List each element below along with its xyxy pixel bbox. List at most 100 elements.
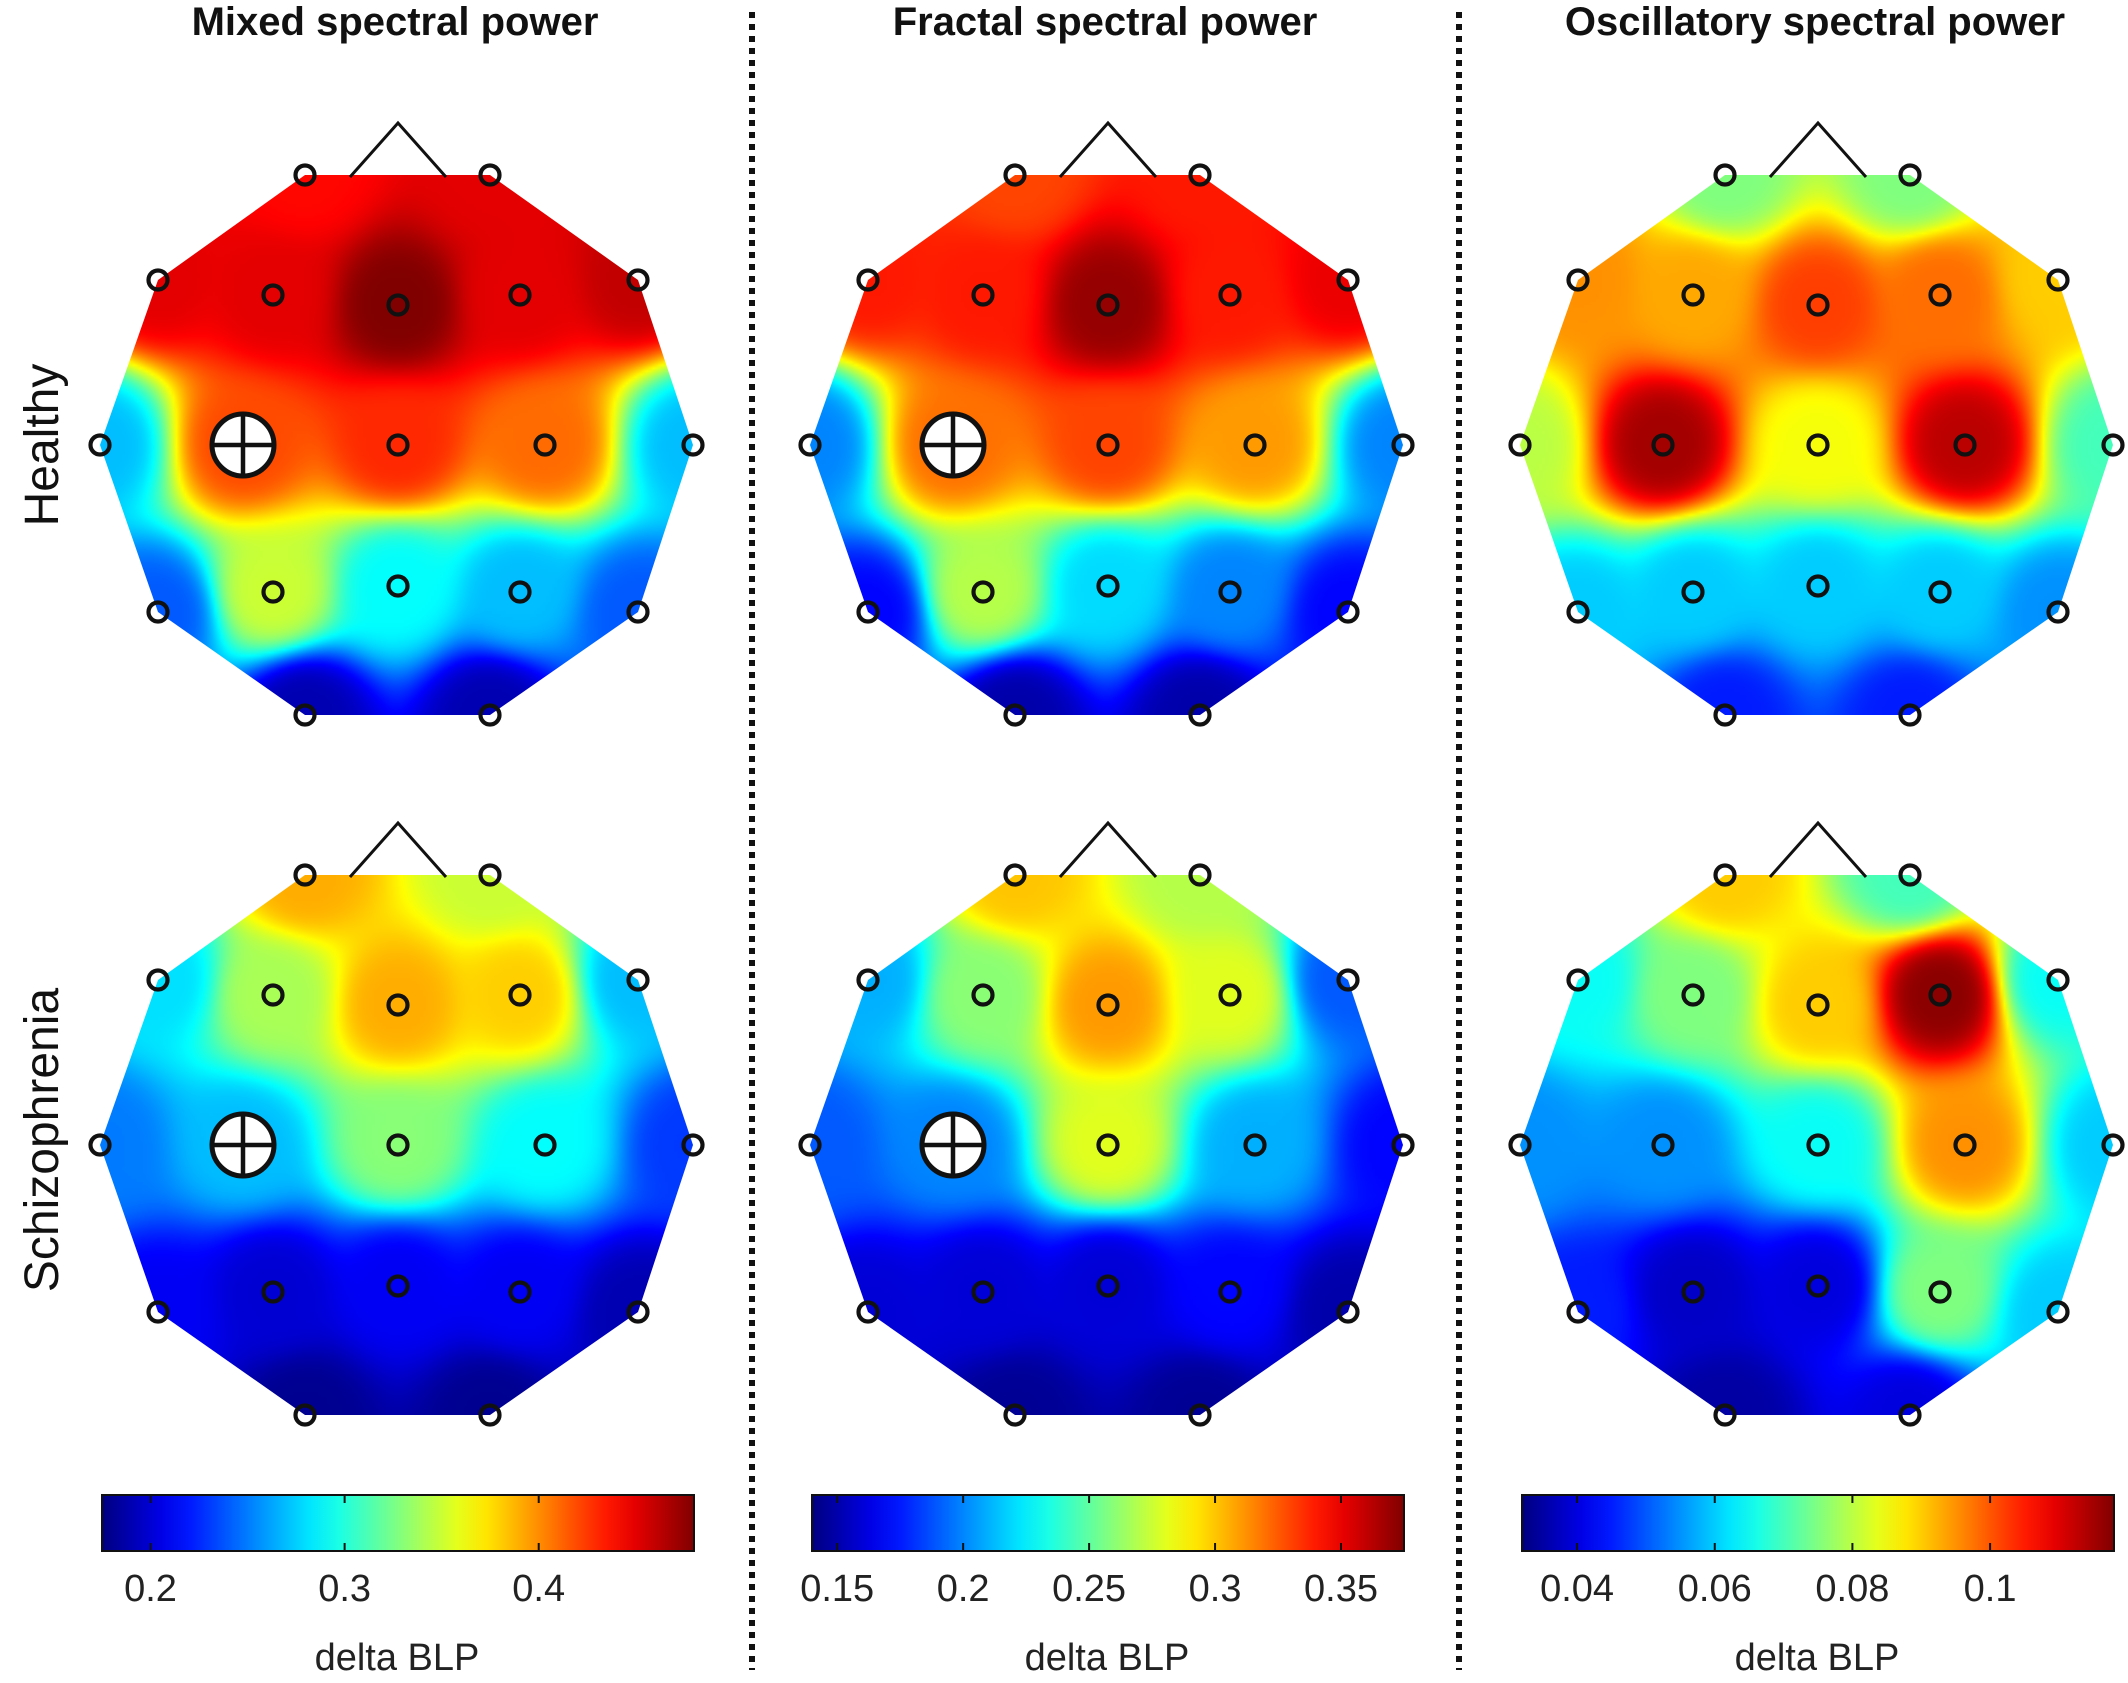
electrode-t6 — [626, 600, 650, 624]
electrode-t3 — [88, 1133, 112, 1157]
electrode-t6 — [1336, 600, 1360, 624]
colorbar-fractal: delta BLP 0.15 0.2 0.25 0.3 0.35 — [800, 1494, 1405, 1679]
electrode-cz — [1096, 1133, 1120, 1157]
nose-outline — [1768, 120, 1868, 178]
electrode-pz — [1806, 574, 1830, 598]
nose-outline — [1058, 120, 1158, 178]
electrode-t3 — [1508, 433, 1532, 457]
electrode-f3 — [971, 983, 995, 1007]
electrode-f7 — [1566, 968, 1590, 992]
electrode-p4 — [1928, 1280, 1952, 1304]
electrode-c3 — [1651, 1133, 1675, 1157]
topography-map — [100, 875, 693, 1415]
electrode-o1 — [1003, 703, 1027, 727]
colorbar-tick-label: 0.4 — [512, 1568, 565, 1610]
colorbar-label-mixed: delta BLP — [315, 1637, 480, 1679]
electrode-p4 — [1218, 580, 1242, 604]
electrode-t6 — [2046, 1300, 2070, 1324]
topography-map — [810, 175, 1403, 715]
electrode-c4 — [1953, 1133, 1977, 1157]
panel-schizophrenia-mixed — [88, 820, 705, 1427]
electrode-p4 — [508, 580, 532, 604]
nose-outline — [1768, 820, 1868, 878]
electrode-f8 — [1336, 268, 1360, 292]
electrode-f4 — [1218, 283, 1242, 307]
electrode-f3 — [261, 983, 285, 1007]
electrode-fp2 — [1898, 863, 1922, 887]
colorbar-label-fractal: delta BLP — [1025, 1637, 1190, 1679]
electrode-cz — [1096, 433, 1120, 457]
panel-schizophrenia-oscillatory — [1508, 820, 2125, 1427]
highlight-circle-plus-icon — [919, 1111, 987, 1179]
electrode-p3 — [261, 580, 285, 604]
electrode-t4 — [1391, 433, 1415, 457]
electrode-c4 — [533, 1133, 557, 1157]
electrode-f8 — [626, 968, 650, 992]
electrode-t4 — [2101, 433, 2125, 457]
electrode-pz — [386, 1274, 410, 1298]
colorbar-tick-label: 0.08 — [1815, 1568, 1889, 1610]
colorbar-tick-label: 0.3 — [318, 1568, 371, 1610]
electrode-f7 — [856, 968, 880, 992]
electrode-pz — [1096, 1274, 1120, 1298]
electrode-f4 — [508, 283, 532, 307]
electrode-o1 — [1003, 1403, 1027, 1427]
row-label-schizophrenia: Schizophrenia — [16, 988, 69, 1293]
colorbar-tick-label: 0.15 — [800, 1568, 874, 1610]
electrode-c3 — [1651, 433, 1675, 457]
electrode-f7 — [146, 968, 170, 992]
topography-map — [1520, 875, 2113, 1415]
electrode-o1 — [1713, 703, 1737, 727]
electrode-f7 — [146, 268, 170, 292]
electrode-f8 — [626, 268, 650, 292]
electrode-fp1 — [1713, 863, 1737, 887]
topography-map — [100, 175, 693, 715]
electrode-p3 — [1681, 1280, 1705, 1304]
electrode-o2 — [478, 1403, 502, 1427]
electrode-t5 — [856, 1300, 880, 1324]
colorbar-tick-label: 0.25 — [1052, 1568, 1126, 1610]
electrode-t6 — [2046, 600, 2070, 624]
electrode-o2 — [1188, 703, 1212, 727]
electrode-pz — [1806, 1274, 1830, 1298]
electrode-t4 — [681, 1133, 705, 1157]
electrode-f8 — [1336, 968, 1360, 992]
electrode-p4 — [508, 1280, 532, 1304]
electrode-o1 — [293, 1403, 317, 1427]
electrode-f8 — [2046, 968, 2070, 992]
colorbar-tick-label: 0.2 — [124, 1568, 177, 1610]
topography-map — [1520, 175, 2113, 715]
electrode-t3 — [88, 433, 112, 457]
electrode-t4 — [681, 433, 705, 457]
electrode-f3 — [1681, 983, 1705, 1007]
topography-map — [810, 875, 1403, 1415]
electrode-fz — [386, 293, 410, 317]
highlight-circle-plus-icon — [919, 411, 987, 479]
electrode-o2 — [1898, 703, 1922, 727]
electrode-fz — [1096, 293, 1120, 317]
colorbar-gradient — [1521, 1494, 2115, 1552]
electrode-f7 — [856, 268, 880, 292]
colorbar-label-oscillatory: delta BLP — [1735, 1637, 1900, 1679]
colorbar-tick-label: 0.3 — [1189, 1568, 1242, 1610]
colorbar-mixed: delta BLP 0.2 0.3 0.4 — [101, 1494, 695, 1679]
electrode-fp1 — [293, 863, 317, 887]
nose-outline — [348, 120, 448, 178]
electrode-fp2 — [1188, 863, 1212, 887]
electrode-p4 — [1928, 580, 1952, 604]
colorbar-tick-label: 0.1 — [1964, 1568, 2017, 1610]
electrode-f4 — [1928, 983, 1952, 1007]
electrode-f3 — [1681, 283, 1705, 307]
panel-healthy-fractal — [798, 120, 1415, 727]
electrode-f3 — [971, 283, 995, 307]
electrode-cz — [1806, 433, 1830, 457]
electrode-o1 — [293, 703, 317, 727]
colorbar-tick-label: 0.35 — [1304, 1568, 1378, 1610]
electrode-p3 — [1681, 580, 1705, 604]
panel-healthy-mixed — [88, 120, 705, 727]
column-title-fractal: Fractal spectral power — [893, 0, 1318, 44]
electrode-o1 — [1713, 1403, 1737, 1427]
electrode-t5 — [146, 1300, 170, 1324]
nose-outline — [348, 820, 448, 878]
